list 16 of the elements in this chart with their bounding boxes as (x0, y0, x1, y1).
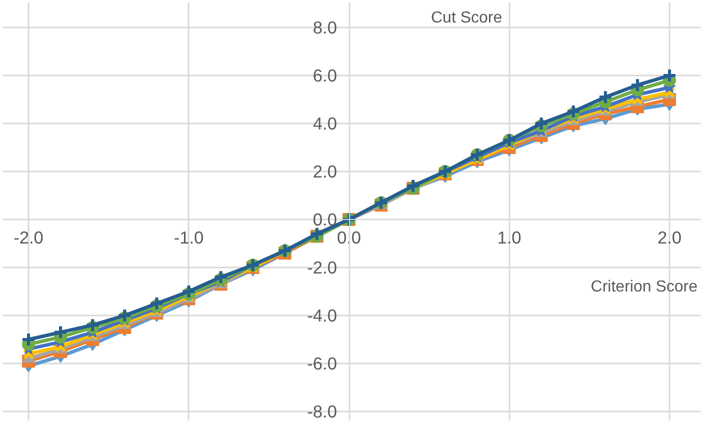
y-tick-label: 0.0 (312, 210, 338, 230)
y-tick-label: -4.0 (307, 306, 337, 326)
x-tick-label: 0.0 (336, 228, 362, 248)
y-tick-label: -2.0 (307, 258, 337, 278)
y-tick-label: 6.0 (312, 66, 338, 86)
x-axis-title: Criterion Score (590, 278, 698, 296)
y-tick-label: 8.0 (312, 18, 338, 38)
y-axis-title: Cut Score (431, 10, 502, 26)
x-tick-label: -1.0 (174, 228, 204, 248)
y-tick-label: -6.0 (307, 354, 337, 374)
y-tick-label: -8.0 (307, 402, 337, 422)
x-tick-label: 1.0 (497, 228, 522, 248)
y-tick-label: 2.0 (312, 162, 338, 182)
x-tick-label: 2.0 (657, 228, 682, 248)
x-tick-label: -2.0 (14, 228, 44, 248)
y-tick-label: 4.0 (312, 114, 338, 134)
